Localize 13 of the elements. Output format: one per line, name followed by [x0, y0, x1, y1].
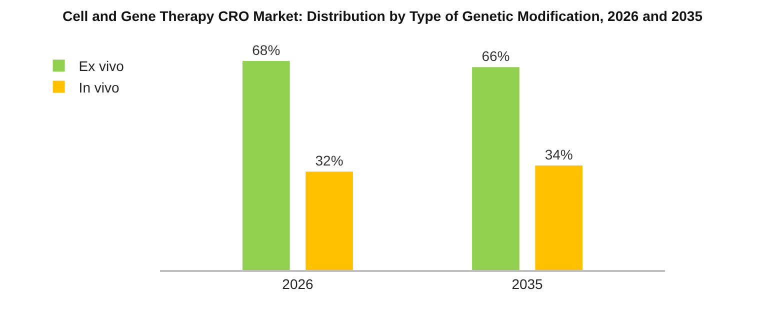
- bar: [242, 61, 290, 270]
- data-label: 34%: [544, 146, 573, 162]
- legend-label: In vivo: [78, 79, 120, 96]
- data-label: 66%: [482, 48, 510, 64]
- chart-title: Cell and Gene Therapy CRO Market: Distribution by Type of Genetic Modification, 2026 and 2035: [62, 8, 703, 24]
- x-tick-label: 2026: [282, 276, 314, 292]
- data-label: 32%: [315, 152, 344, 169]
- bar: [306, 172, 353, 270]
- bar: [472, 67, 520, 270]
- legend-label: Ex vivo: [78, 58, 124, 74]
- bar: [535, 166, 583, 270]
- x-tick-label: 2035: [512, 276, 544, 292]
- data-label: 68%: [252, 42, 280, 58]
